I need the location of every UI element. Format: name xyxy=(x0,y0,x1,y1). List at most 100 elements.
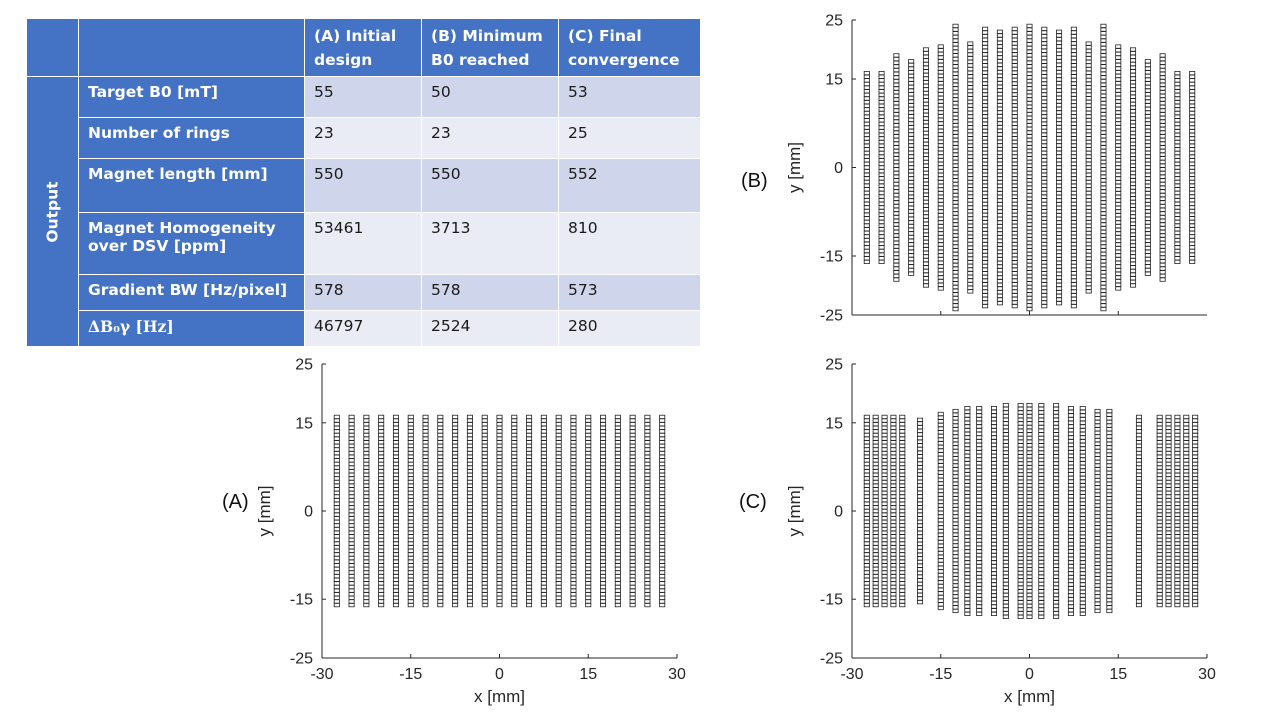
marker-c xyxy=(1079,413,1086,418)
marker-a xyxy=(629,581,636,586)
y-tick-label-c: -15 xyxy=(820,592,843,609)
marker-a xyxy=(452,559,459,564)
marker-c xyxy=(1183,555,1190,561)
marker-c xyxy=(1017,494,1024,499)
marker-b xyxy=(1026,226,1033,231)
marker-c xyxy=(1094,594,1101,599)
marker-a xyxy=(407,541,414,546)
marker-b xyxy=(1026,56,1033,62)
marker-b xyxy=(922,94,929,99)
marker-a xyxy=(333,541,340,546)
marker-c xyxy=(899,574,906,579)
marker-a xyxy=(378,476,385,481)
marker-b xyxy=(967,245,974,250)
marker-a xyxy=(452,552,459,557)
marker-b xyxy=(1056,158,1063,163)
marker-b xyxy=(1041,234,1048,239)
marker-c xyxy=(1174,443,1181,448)
marker-a xyxy=(348,458,355,463)
marker-b xyxy=(967,103,974,108)
marker-c xyxy=(937,602,944,607)
marker-c xyxy=(1017,414,1024,419)
marker-b xyxy=(1041,209,1048,214)
marker-c xyxy=(899,530,906,535)
marker-a xyxy=(407,476,414,481)
marker-c xyxy=(976,549,983,554)
marker-c xyxy=(990,490,997,495)
marker-a xyxy=(659,490,666,496)
marker-c xyxy=(863,563,870,568)
marker-a xyxy=(452,595,459,600)
marker-b xyxy=(863,256,870,261)
marker-c xyxy=(1183,436,1190,441)
marker-a xyxy=(496,545,503,550)
panel-label-a: (A) xyxy=(222,491,249,513)
marker-a xyxy=(600,418,607,423)
marker-b xyxy=(1159,112,1166,117)
marker-b xyxy=(1130,243,1137,248)
marker-b xyxy=(1144,139,1151,144)
marker-c xyxy=(1192,432,1199,438)
marker-a xyxy=(659,584,666,590)
marker-b xyxy=(878,208,885,214)
marker-a xyxy=(540,440,547,445)
marker-a xyxy=(511,559,518,564)
marker-a xyxy=(452,498,459,503)
marker-c xyxy=(976,505,983,510)
marker-a xyxy=(422,490,429,496)
marker-c xyxy=(863,418,870,423)
marker-a xyxy=(333,479,340,485)
marker-a xyxy=(363,508,370,514)
marker-b xyxy=(982,96,989,101)
marker-b xyxy=(1041,242,1048,247)
marker-a xyxy=(333,588,340,593)
marker-a xyxy=(363,494,370,499)
marker-b xyxy=(1056,301,1063,306)
marker-c xyxy=(1026,406,1033,411)
x-tick-label-a: -30 xyxy=(310,666,333,683)
marker-c xyxy=(1165,422,1172,427)
marker-c xyxy=(1094,488,1101,494)
marker-a xyxy=(570,574,577,579)
marker-b xyxy=(967,267,974,272)
marker-b xyxy=(967,107,974,112)
marker-b xyxy=(1056,66,1063,71)
marker-c xyxy=(1067,608,1074,613)
marker-b xyxy=(893,273,900,279)
marker-a xyxy=(526,530,533,535)
marker-b xyxy=(1056,73,1063,78)
marker-a xyxy=(614,432,621,438)
marker-b xyxy=(1041,161,1048,166)
marker-b xyxy=(1174,259,1181,264)
marker-b xyxy=(967,238,974,243)
marker-a xyxy=(452,469,459,474)
marker-a xyxy=(600,526,607,532)
marker-a xyxy=(392,494,399,499)
marker-a xyxy=(437,429,444,434)
marker-b xyxy=(908,121,915,126)
marker-c xyxy=(899,432,906,438)
marker-c xyxy=(890,588,897,593)
marker-a xyxy=(511,432,518,438)
marker-b xyxy=(996,282,1003,287)
marker-b xyxy=(1130,61,1137,67)
marker-a xyxy=(452,414,459,420)
marker-c xyxy=(1053,403,1060,408)
marker-c xyxy=(872,425,879,430)
marker-a xyxy=(496,555,503,561)
marker-a xyxy=(363,581,370,586)
marker-b xyxy=(996,253,1003,258)
marker-a xyxy=(496,526,503,532)
marker-c xyxy=(899,505,906,510)
marker-a xyxy=(452,436,459,441)
marker-b xyxy=(982,278,989,283)
marker-b xyxy=(996,172,1003,177)
marker-b xyxy=(1011,198,1018,203)
marker-c xyxy=(1156,523,1163,528)
marker-b xyxy=(1130,228,1137,234)
marker-c xyxy=(1174,469,1181,474)
marker-a xyxy=(526,454,533,459)
marker-c xyxy=(1038,461,1045,466)
marker-b xyxy=(982,85,989,90)
marker-c xyxy=(1079,468,1086,473)
